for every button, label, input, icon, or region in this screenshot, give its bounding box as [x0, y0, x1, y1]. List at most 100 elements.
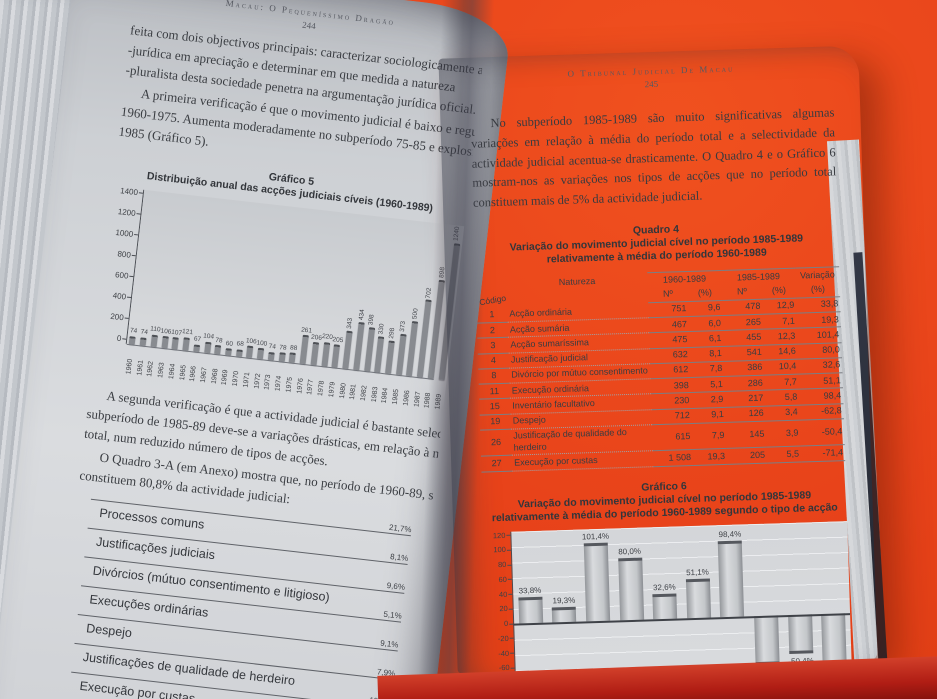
g6-bar: [518, 596, 544, 624]
q4-cell: 14,6: [763, 343, 799, 360]
g5-bar-value: 67: [193, 335, 202, 344]
q4-cell: 541: [723, 344, 765, 362]
g5-bar: [214, 345, 222, 355]
list-item-value: 9,6%: [386, 581, 406, 593]
q4-header-pct2: (%): [761, 283, 797, 299]
right-page: O Tribunal Judicial De Macau 245 No subp…: [438, 46, 877, 699]
g6-bar: [718, 540, 745, 618]
q4-cell: 230: [651, 392, 692, 410]
g6-bar-value: 101,4%: [581, 531, 610, 542]
g6-bar-value: 98,4%: [718, 529, 742, 540]
quadro-4: Quadro 4 Variação do movimento judicial …: [474, 218, 846, 472]
q4-header-variacao: Variação: [795, 266, 840, 284]
g6-bar-value: 51,1%: [685, 567, 709, 577]
g5-bar: [193, 344, 200, 353]
list-item-value: 21,7%: [388, 522, 413, 535]
q4-cell: 126: [725, 405, 766, 423]
g5-year-label: 1989: [434, 393, 444, 410]
q4-cell: 205: [726, 447, 768, 464]
g5-bar: [289, 352, 297, 364]
q4-cell: 386: [724, 359, 765, 377]
g6-axis-label: 0: [486, 619, 513, 628]
g5-bar-value: 78: [278, 344, 287, 352]
q4-cell: 265: [722, 314, 764, 331]
left-page: Macau: O Pequeníssimo Dragão 244 feita c…: [0, 0, 513, 699]
q4-header-n2: Nº: [721, 284, 763, 301]
q4-cell: 12,3: [763, 328, 798, 345]
q4-cell: 455: [723, 329, 764, 346]
q4-cell: 712: [651, 407, 693, 425]
g5-bar-value: 434: [357, 309, 366, 321]
g5-bar: [203, 341, 211, 354]
q4-cell: 3,4: [765, 404, 800, 421]
q4-cell: 19,3: [796, 311, 842, 329]
list-item-value: 8,1%: [389, 552, 409, 564]
g5-bar: [171, 337, 180, 350]
q4-cell: 475: [649, 331, 690, 349]
q4-cell: 1: [476, 306, 508, 324]
q4-cell: 632: [649, 347, 691, 364]
g5-bar: [321, 341, 330, 367]
g5-bar: [278, 352, 286, 362]
q4-cell: 9,1: [691, 406, 727, 424]
g6-bar: [685, 578, 711, 619]
g5-bar: [257, 347, 265, 360]
g5-axis-label: 800: [104, 249, 136, 260]
list-item-value: 9,1%: [379, 638, 399, 650]
g6-bar-value: 19,3%: [552, 596, 576, 606]
g5-bar-value: 702: [424, 286, 433, 299]
g5-bar-value: 500: [411, 307, 420, 320]
g5-axis-label: 600: [102, 270, 134, 281]
g6-bar-value: 33,8%: [518, 585, 542, 596]
q4-cell: 7,7: [764, 374, 800, 391]
g5-axis-label: 1400: [112, 186, 144, 197]
q4-cell: 2: [476, 322, 509, 339]
g6-bar: [754, 615, 780, 665]
q4-cell: 5,5: [766, 446, 802, 463]
q4-cell: 80,0: [797, 342, 843, 359]
g6-axis-label: 20: [486, 604, 513, 613]
g6-axis-label: -40: [487, 648, 514, 657]
g5-bar-value: 398: [367, 314, 376, 326]
g5-bar-value: 78: [214, 336, 223, 345]
g5-bar: [267, 351, 275, 361]
q4-cell: Execução por custas: [511, 450, 654, 471]
q4-header-n1: Nº: [647, 286, 689, 303]
g5-axis-label: 400: [100, 291, 132, 302]
g5-bar: [331, 344, 341, 368]
g5-bar-value: 330: [377, 322, 386, 335]
q4-cell: 145: [726, 420, 767, 449]
g5-bar: [310, 342, 319, 366]
action-type-list: Processos comuns 21,7% Justificações judic…: [67, 498, 413, 699]
q4-header-pct1: (%): [687, 285, 723, 302]
list-item-label: Processos comuns: [98, 506, 206, 532]
q4-cell: 4: [477, 352, 510, 369]
g5-bar: [182, 336, 190, 351]
paragraph-right: No subperíodo 1985-1989 são muito signif…: [470, 105, 837, 210]
g6-axis-label: 60: [485, 575, 512, 584]
g5-axis-label: 200: [97, 312, 129, 323]
q4-cell: 101,4: [797, 326, 842, 344]
q4-cell: 6,0: [688, 315, 724, 332]
q4-cell: 19,3: [692, 448, 728, 465]
q4-cell: 32,6: [798, 357, 843, 375]
q4-cell: 5,8: [765, 389, 800, 406]
q4-cell: 615: [652, 423, 693, 451]
q4-cell: 751: [648, 301, 689, 318]
g5-bar-value: 74: [140, 328, 149, 337]
chart-grafico-5: Gráfico 5 Distribuição anual das acções …: [92, 154, 468, 411]
q4-cell: 478: [722, 298, 763, 316]
q4-cell: 10,4: [764, 358, 799, 376]
q4-cell: 6,1: [689, 330, 724, 348]
q4-cell: -50,4: [799, 418, 845, 447]
g5-axis-label: 1200: [109, 207, 141, 218]
q4-body: 1 Acção ordinária 751 9,6 478 12,9 33,8 2 Acção …: [476, 296, 846, 472]
g6-axis-label: 120: [483, 530, 510, 539]
g5-bar-value: 373: [399, 320, 408, 333]
q4-cell: -71,4: [800, 444, 846, 462]
q4-cell: 8: [478, 367, 510, 385]
q4-cell: 2,9: [691, 391, 726, 408]
q4-cell: 51,1: [798, 372, 843, 390]
q4-cell: 7,8: [690, 361, 725, 378]
